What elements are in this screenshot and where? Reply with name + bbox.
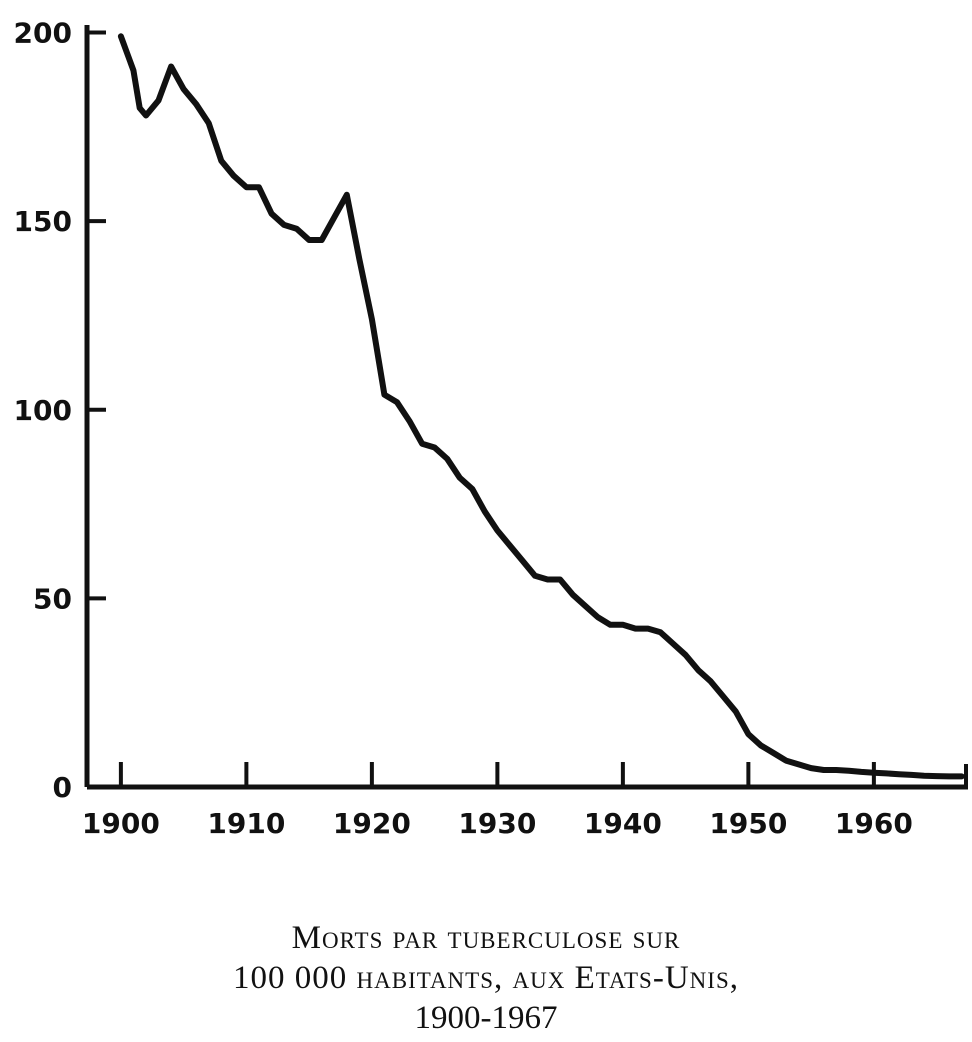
y-tick-label-100: 100 [14, 394, 72, 427]
x-tick-label-1920: 1920 [333, 807, 411, 840]
caption-line-1: Morts par tuberculose sur [291, 920, 681, 956]
x-tick-label-1930: 1930 [458, 807, 536, 840]
x-tick-label-1950: 1950 [709, 807, 787, 840]
series-line-tuberculosis-deaths [117, 33, 965, 780]
y-tick-label-0: 0 [53, 771, 72, 804]
y-axis-ticks: 0 50 100 150 200 [14, 17, 106, 804]
y-tick-label-50: 50 [33, 582, 72, 615]
x-axis-ticks: 1900 1910 1920 1930 1940 1950 1960 [82, 762, 968, 840]
x-tick-label-1940: 1940 [584, 807, 662, 840]
caption-line-3: 1900-1967 [414, 1000, 558, 1036]
y-tick-label-150: 150 [14, 205, 72, 238]
y-tick-label-200: 200 [14, 17, 72, 50]
x-tick-label-1910: 1910 [207, 807, 285, 840]
chart-caption: Morts par tuberculose sur 100 000 habita… [0, 918, 972, 1038]
x-tick-label-1960: 1960 [835, 807, 913, 840]
caption-line-2: 100 000 habitants, aux Etats-Unis, [233, 960, 739, 996]
x-tick-label-1900: 1900 [82, 807, 160, 840]
